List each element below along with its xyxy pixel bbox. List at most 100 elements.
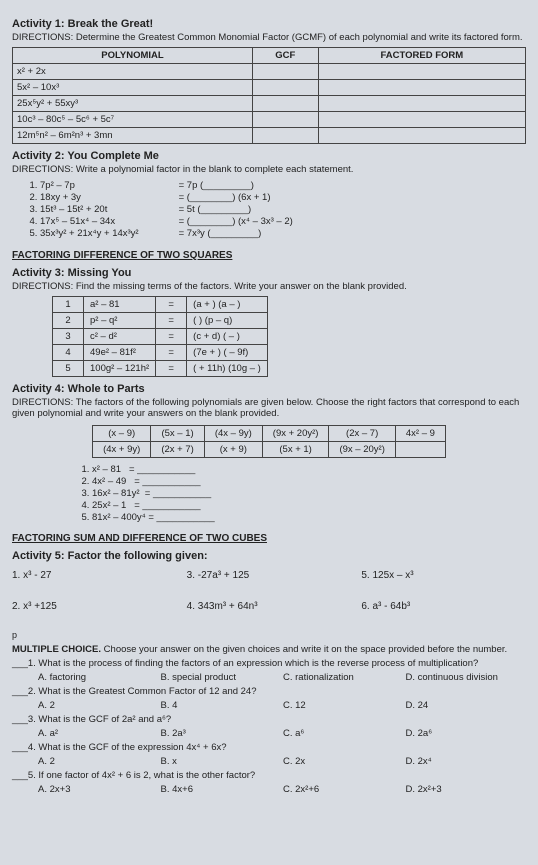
mc-question: ___1. What is the process of finding the…: [12, 658, 526, 669]
mc-options: A. 2B. 4C. 12D. 24: [38, 700, 526, 711]
eq: =: [156, 345, 187, 361]
a5-title: Activity 5: Factor the following given:: [12, 550, 526, 562]
q: 2. x³ +125: [12, 601, 177, 612]
n: 2: [53, 313, 84, 329]
a2-right: = 7p (_________) = (________) (6x + 1) =…: [179, 179, 293, 240]
mc-option: C. 2x²+6: [283, 784, 404, 795]
mc-options: A. 2B. xC. 2xD. 2x⁴: [38, 756, 526, 767]
a2-dir: DIRECTIONS: Write a polynomial factor in…: [12, 164, 526, 175]
c: (2x + 7): [151, 442, 204, 458]
mc-option: B. 2a³: [161, 728, 282, 739]
mc-option: A. a²: [38, 728, 159, 739]
q: 3. -27a³ + 125: [187, 570, 352, 581]
it: 81x² – 400y⁴ = ___________: [92, 512, 526, 523]
poly: a² – 81: [84, 297, 156, 313]
q: 1. x³ - 27: [12, 570, 177, 581]
mc-option: C. a⁶: [283, 728, 404, 739]
mc-question: ___4. What is the GCF of the expression …: [12, 742, 526, 753]
cell: x² + 2x: [13, 64, 253, 80]
li: 17x⁵ – 51x⁴ – 34x: [40, 216, 139, 227]
c: (2x – 7): [329, 426, 395, 442]
a4-title: Activity 4: Whole to Parts: [12, 383, 526, 395]
qtext: What is the process of finding the facto…: [38, 658, 478, 669]
qtext: What is the Greatest Common Factor of 12…: [38, 686, 256, 697]
a4-dir: DIRECTIONS: The factors of the following…: [12, 397, 526, 419]
it: 4x² – 49 = ___________: [92, 476, 526, 487]
mc-option: D. 2x²+3: [406, 784, 527, 795]
a4-items: x² – 81 = ___________ 4x² – 49 = _______…: [92, 464, 526, 523]
li: 15t³ – 15t² + 20t: [40, 204, 139, 215]
qtext: What is the GCF of the expression 4x⁴ + …: [38, 742, 226, 753]
mc-option: D. 24: [406, 700, 527, 711]
mc-option: A. 2: [38, 700, 159, 711]
eq: = 7p (_________): [179, 180, 293, 191]
mc-question: ___3. What is the GCF of 2a² and a⁶?: [12, 714, 526, 725]
mc-option: B. 4: [161, 700, 282, 711]
fac: (a + ) (a – ): [187, 297, 268, 313]
c: (4x + 9y): [93, 442, 151, 458]
mc-option: C. 2x: [283, 756, 404, 767]
eq: = (________) (x⁴ – 3x³ – 2): [179, 216, 293, 227]
qnum: ___2.: [12, 686, 36, 697]
mc-dir: Choose your answer on the given choices …: [104, 644, 507, 655]
a3-table: 1a² – 81=(a + ) (a – ) 2p² – q²=( ) (p –…: [52, 296, 268, 377]
eq: = 5t (_________): [179, 204, 293, 215]
a1-dir: DIRECTIONS: Determine the Greatest Commo…: [12, 32, 526, 43]
mc-options: A. factoringB. special productC. rationa…: [38, 672, 526, 683]
a4-choices: (x – 9)(5x – 1)(4x – 9y)(9x + 20y²)(2x –…: [92, 425, 446, 458]
qnum: ___1.: [12, 658, 36, 669]
cell: 12m⁵n² – 6m²n³ + 3mn: [13, 128, 253, 144]
c: (5x + 1): [262, 442, 329, 458]
q: 6. a³ - 64b³: [361, 601, 526, 612]
mc-options: A. 2x+3B. 4x+6C. 2x²+6D. 2x²+3: [38, 784, 526, 795]
mc-option: D. 2x⁴: [406, 756, 527, 767]
c: (x + 9): [204, 442, 262, 458]
cell: 10c³ – 80c⁵ – 5c⁶ + 5c⁷: [13, 112, 253, 128]
c: [395, 442, 445, 458]
mc-block: MULTIPLE CHOICE. Choose your answer on t…: [12, 644, 526, 795]
qtext: What is the GCF of 2a² and a⁶?: [38, 714, 171, 725]
mc-option: B. special product: [161, 672, 282, 683]
eq: = 7x³y (_________): [179, 228, 293, 239]
c: (9x + 20y²): [262, 426, 329, 442]
mc-option: B. x: [161, 756, 282, 767]
a1-table: POLYNOMIALGCFFACTORED FORM x² + 2x 5x² –…: [12, 47, 526, 144]
fac: ( ) (p – q): [187, 313, 268, 329]
mc-question: ___2. What is the Greatest Common Factor…: [12, 686, 526, 697]
c: (x – 9): [93, 426, 151, 442]
a3-title: Activity 3: Missing You: [12, 267, 526, 279]
c: (5x – 1): [151, 426, 204, 442]
mc-option: C. rationalization: [283, 672, 404, 683]
n: 1: [53, 297, 84, 313]
mc-title: MULTIPLE CHOICE.: [12, 644, 101, 655]
mc-option: B. 4x+6: [161, 784, 282, 795]
q: 5. 125x – x³: [361, 570, 526, 581]
c: 4x² – 9: [395, 426, 445, 442]
cell: 25x⁵y² + 55xy³: [13, 96, 253, 112]
a1-title: Activity 1: Break the Great!: [12, 18, 526, 30]
a2-title: Activity 2: You Complete Me: [12, 150, 526, 162]
c: (9x – 20y²): [329, 442, 395, 458]
c: (4x – 9y): [204, 426, 262, 442]
poly: p² – q²: [84, 313, 156, 329]
n: 3: [53, 329, 84, 345]
eq: = (________) (6x + 1): [179, 192, 293, 203]
n: 4: [53, 345, 84, 361]
mc-options: A. a²B. 2a³C. a⁶D. 2a⁶: [38, 728, 526, 739]
li: 35x³y² + 21x⁴y + 14x³y²: [40, 228, 139, 239]
th-ff: FACTORED FORM: [318, 48, 525, 64]
th-poly: POLYNOMIAL: [13, 48, 253, 64]
th-gcf: GCF: [252, 48, 318, 64]
eq: =: [156, 329, 187, 345]
q: 4. 343m³ + 64n³: [187, 601, 352, 612]
eq: =: [156, 297, 187, 313]
it: 25x² – 1 = ___________: [92, 500, 526, 511]
a3-dir: DIRECTIONS: Find the missing terms of th…: [12, 281, 526, 292]
mc-option: C. 12: [283, 700, 404, 711]
mc-option: A. 2: [38, 756, 159, 767]
page-marker: p: [12, 630, 526, 640]
poly: 100g² – 121h²: [84, 361, 156, 377]
sec-cubes: FACTORING SUM AND DIFFERENCE OF TWO CUBE…: [12, 533, 526, 544]
sec-diff-squares: FACTORING DIFFERENCE OF TWO SQUARES: [12, 250, 526, 261]
a5-grid: 1. x³ - 27 3. -27a³ + 125 5. 125x – x³ 2…: [12, 570, 526, 612]
